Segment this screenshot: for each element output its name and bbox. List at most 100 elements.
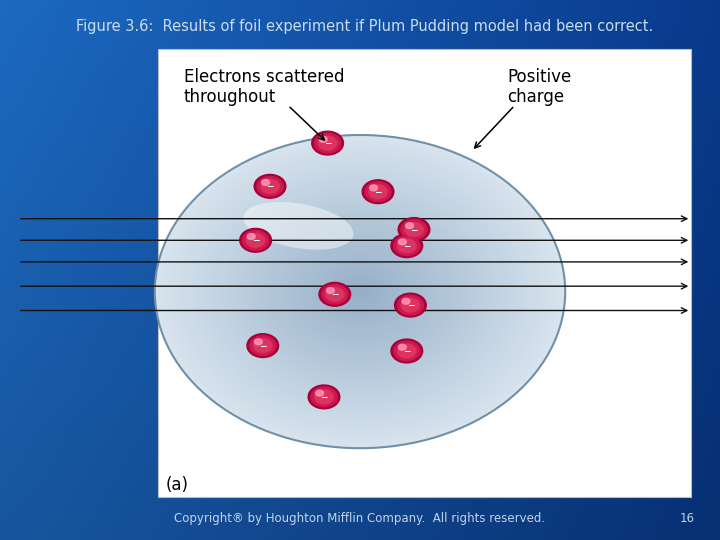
Circle shape <box>397 295 423 315</box>
Ellipse shape <box>206 174 514 409</box>
Ellipse shape <box>162 140 559 443</box>
Ellipse shape <box>240 200 480 383</box>
Ellipse shape <box>237 198 483 386</box>
Circle shape <box>395 293 426 317</box>
Circle shape <box>315 390 333 404</box>
Text: Figure 3.6:  Results of foil experiment if Plum Pudding model had been correct.: Figure 3.6: Results of foil experiment i… <box>76 19 653 34</box>
Ellipse shape <box>182 156 538 427</box>
Text: −: − <box>374 188 382 197</box>
Ellipse shape <box>288 237 432 347</box>
Ellipse shape <box>271 224 449 360</box>
Circle shape <box>397 239 416 253</box>
Circle shape <box>402 298 410 304</box>
Ellipse shape <box>233 195 487 388</box>
Circle shape <box>308 385 340 409</box>
Ellipse shape <box>325 266 395 318</box>
Circle shape <box>254 339 262 345</box>
Text: −: − <box>324 139 331 148</box>
Text: −: − <box>403 242 410 251</box>
Ellipse shape <box>292 239 428 344</box>
Ellipse shape <box>305 250 415 333</box>
Ellipse shape <box>319 260 401 323</box>
Circle shape <box>250 336 276 355</box>
Ellipse shape <box>196 166 524 417</box>
Ellipse shape <box>217 182 504 401</box>
Ellipse shape <box>302 247 418 336</box>
Text: −: − <box>410 226 418 234</box>
Circle shape <box>318 136 337 150</box>
Ellipse shape <box>189 161 531 422</box>
Text: Copyright® by Houghton Mifflin Company.  All rights reserved.: Copyright® by Houghton Mifflin Company. … <box>174 512 546 525</box>
Ellipse shape <box>220 185 500 399</box>
Circle shape <box>319 136 327 142</box>
Circle shape <box>401 220 427 239</box>
Circle shape <box>254 174 286 198</box>
Ellipse shape <box>203 172 517 411</box>
Ellipse shape <box>312 255 408 328</box>
Ellipse shape <box>333 271 387 313</box>
Circle shape <box>261 179 279 193</box>
Text: −: − <box>403 347 410 356</box>
Circle shape <box>394 341 420 361</box>
Circle shape <box>322 285 348 304</box>
Text: −: − <box>320 393 328 402</box>
Ellipse shape <box>274 226 446 357</box>
Ellipse shape <box>247 206 473 378</box>
Ellipse shape <box>227 190 493 393</box>
Ellipse shape <box>258 213 463 370</box>
Ellipse shape <box>176 151 545 433</box>
Bar <box>158 49 691 497</box>
Ellipse shape <box>213 179 507 404</box>
Ellipse shape <box>155 135 565 448</box>
Ellipse shape <box>323 263 397 320</box>
Ellipse shape <box>158 138 562 445</box>
Ellipse shape <box>278 229 442 354</box>
Circle shape <box>369 185 377 191</box>
Circle shape <box>398 344 406 350</box>
Circle shape <box>398 218 430 241</box>
Text: −: − <box>407 301 414 310</box>
Circle shape <box>391 339 423 363</box>
Ellipse shape <box>179 153 541 430</box>
Circle shape <box>253 339 272 353</box>
Text: Positive
charge: Positive charge <box>508 68 572 106</box>
Circle shape <box>315 133 341 153</box>
Text: −: − <box>259 342 266 350</box>
Circle shape <box>325 287 344 301</box>
Text: −: − <box>252 237 259 245</box>
Circle shape <box>247 334 279 357</box>
Circle shape <box>240 228 271 252</box>
Ellipse shape <box>350 284 370 299</box>
Ellipse shape <box>329 268 391 315</box>
Circle shape <box>394 236 420 255</box>
Circle shape <box>365 182 391 201</box>
Ellipse shape <box>165 143 555 441</box>
Ellipse shape <box>282 232 438 352</box>
Circle shape <box>369 185 387 199</box>
Ellipse shape <box>261 216 459 367</box>
Circle shape <box>405 222 423 237</box>
Circle shape <box>247 233 255 239</box>
Circle shape <box>243 231 269 250</box>
Text: −: − <box>331 291 338 299</box>
Text: Electrons scattered
throughout: Electrons scattered throughout <box>184 68 344 106</box>
Ellipse shape <box>254 211 466 373</box>
Text: −: − <box>266 183 274 191</box>
Circle shape <box>246 233 265 247</box>
Ellipse shape <box>285 234 435 349</box>
Ellipse shape <box>315 258 405 326</box>
Ellipse shape <box>354 286 366 297</box>
Circle shape <box>405 222 413 228</box>
Ellipse shape <box>199 169 521 414</box>
Text: (a): (a) <box>166 476 189 494</box>
Circle shape <box>312 131 343 155</box>
Circle shape <box>257 177 283 196</box>
Circle shape <box>261 179 269 185</box>
Circle shape <box>315 390 323 396</box>
Circle shape <box>319 282 351 306</box>
Ellipse shape <box>172 148 548 435</box>
Ellipse shape <box>210 177 510 407</box>
Ellipse shape <box>343 279 377 305</box>
Circle shape <box>398 239 406 245</box>
Ellipse shape <box>168 145 552 438</box>
